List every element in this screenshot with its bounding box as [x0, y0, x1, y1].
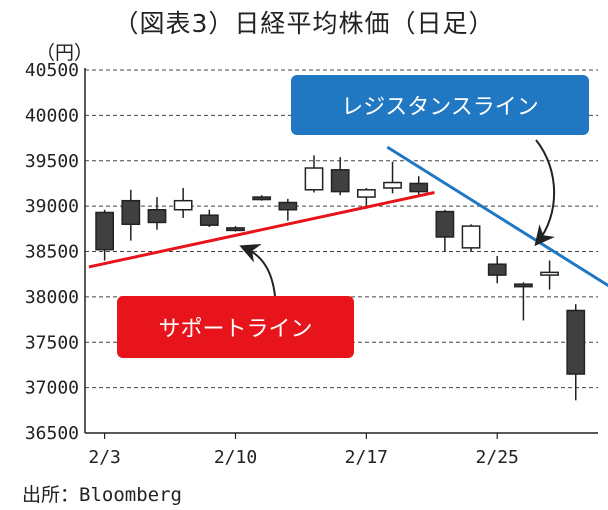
candle — [121, 189, 141, 241]
candle-body — [461, 225, 481, 249]
candle — [252, 195, 272, 201]
y-tick-labels: 40500 40000 39500 39000 38500 38000 37500 37000… — [25, 60, 79, 444]
y-tick-label: 40500 — [25, 60, 79, 81]
x-tick-labels: 2/3 2/10 2/17 2/25 — [88, 433, 519, 468]
chart-title: （図表3）日経平均株価（日足） — [113, 9, 495, 38]
candle — [95, 209, 115, 261]
y-tick-label: 38500 — [25, 242, 79, 263]
candle — [278, 198, 298, 221]
y-tick-label: 36500 — [25, 423, 79, 444]
y-tick-label: 39000 — [25, 196, 79, 217]
axes — [84, 68, 598, 434]
support-callout-arrow — [239, 244, 276, 297]
y-tick-label: 39500 — [25, 151, 79, 172]
candle-body — [173, 199, 193, 211]
candle-body — [487, 263, 507, 276]
callout-arrows — [239, 139, 556, 297]
candle — [199, 209, 219, 227]
candles — [95, 155, 586, 401]
resistance-line-callout: レジスタンスライン — [291, 75, 589, 135]
candle — [147, 197, 167, 230]
support-trendline — [88, 191, 435, 269]
candle-body — [435, 210, 455, 238]
candle — [356, 187, 376, 209]
x-tick-label: 2/3 — [88, 447, 121, 468]
candle-body — [278, 201, 298, 211]
candle-body — [566, 309, 586, 375]
y-tick-label: 37000 — [25, 378, 79, 399]
x-tick-label: 2/25 — [476, 447, 519, 468]
candle — [514, 282, 533, 321]
candle — [226, 226, 245, 232]
y-tick-label: 40000 — [25, 105, 79, 126]
y-axis-unit-label: （円） — [36, 42, 94, 64]
y-tick-label: 38000 — [25, 287, 79, 308]
candle — [173, 187, 193, 218]
resistance-trendline — [386, 145, 608, 288]
candle-body — [356, 189, 376, 198]
x-tick-label: 2/17 — [345, 447, 388, 468]
candle-body — [383, 181, 402, 189]
candle — [435, 209, 455, 252]
candle — [540, 260, 559, 290]
candle-body — [330, 169, 350, 193]
candle-body — [252, 196, 272, 201]
resistance-callout-arrow — [534, 139, 556, 247]
candle — [487, 256, 507, 284]
support-line-callout: サポートライン — [117, 296, 354, 358]
candle-body — [95, 211, 115, 251]
x-tick-label: 2/10 — [214, 447, 257, 468]
candle — [330, 157, 350, 196]
candle-body — [147, 209, 167, 224]
candle-body — [514, 283, 533, 288]
candle-body — [540, 271, 559, 276]
candle — [304, 155, 324, 193]
candle — [566, 304, 586, 401]
candle — [383, 161, 402, 194]
candle-body — [409, 182, 429, 193]
candle-body — [304, 167, 324, 191]
candle-body — [226, 227, 245, 232]
candle-body — [199, 214, 219, 226]
source-note: 出所：Bloomberg — [22, 484, 182, 506]
candle — [461, 224, 481, 252]
y-tick-label: 37500 — [25, 332, 79, 353]
trendlines — [88, 145, 608, 288]
candle — [409, 176, 429, 196]
candle-body — [121, 199, 141, 226]
